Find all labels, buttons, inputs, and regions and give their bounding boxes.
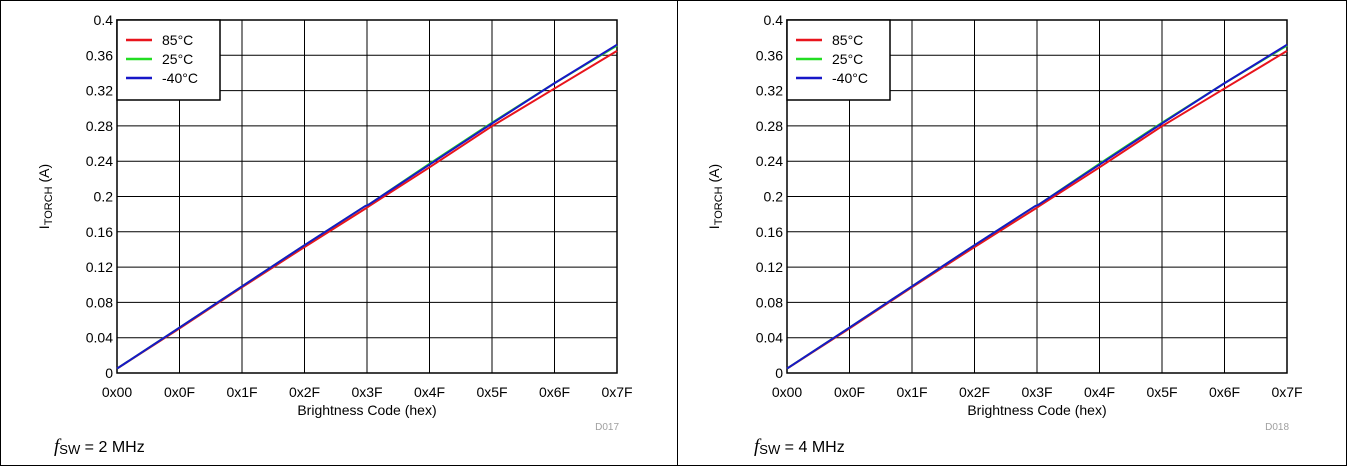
y-tick-label: 0.36 bbox=[756, 47, 783, 63]
caption-symbol: f bbox=[754, 436, 760, 457]
y-tick-label: 0.12 bbox=[86, 259, 113, 275]
legend-label: -40°C bbox=[162, 70, 198, 86]
x-tick-label: 0x4F bbox=[1084, 384, 1115, 400]
x-tick-label: 0x3F bbox=[351, 384, 382, 400]
x-tick-label: 0x0F bbox=[164, 384, 195, 400]
caption-left: fSW = 2 MHz bbox=[54, 436, 145, 458]
chart-panel-right: 0 0.04 0.08 0.12 0.16 0.2 0.24 0.28 0.32 0.36 0.4 0… bbox=[670, 0, 1346, 466]
chart-right: 0 0.04 0.08 0.12 0.16 0.2 0.24 0.28 0.32 0.36 0.4 0… bbox=[706, 12, 1303, 433]
x-tick-label: 0x00 bbox=[102, 384, 133, 400]
y-tick-label: 0.04 bbox=[86, 330, 113, 346]
figure-id: D018 bbox=[1265, 422, 1289, 433]
y-tick-label: 0.08 bbox=[86, 294, 113, 310]
y-tick-label: 0.24 bbox=[756, 153, 783, 169]
y-tick-label: 0.16 bbox=[756, 224, 783, 240]
y-axis-title-subscript: TORCH bbox=[43, 186, 55, 225]
y-axis-title-unit: (A) bbox=[706, 164, 722, 187]
y-tick-label: 0.28 bbox=[86, 118, 113, 134]
y-axis-title-unit: (A) bbox=[36, 164, 52, 187]
y-tick-label: 0.32 bbox=[86, 83, 113, 99]
caption-subscript: SW bbox=[759, 442, 781, 457]
y-tick-label: 0.4 bbox=[94, 12, 114, 28]
legend-label: -40°C bbox=[832, 70, 868, 86]
series-line-2 bbox=[116, 43, 618, 370]
chart-left: 0 0.04 0.08 0.12 0.16 0.2 0.24 0.28 0.32 0.36 0.4 0… bbox=[36, 12, 633, 433]
x-tick-label: 0x2F bbox=[959, 384, 990, 400]
legend-label: 25°C bbox=[162, 51, 193, 67]
caption-symbol: f bbox=[54, 436, 60, 457]
y-axis-title-main: I bbox=[36, 225, 52, 229]
chart-panel-left: 0 0.04 0.08 0.12 0.16 0.2 0.24 0.28 0.32 0.36 0.4 0… bbox=[36, 12, 633, 458]
x-axis-title: Brightness Code (hex) bbox=[297, 402, 436, 418]
y-tick-label: 0.16 bbox=[86, 224, 113, 240]
caption-right: fSW = 4 MHz bbox=[754, 436, 845, 458]
series-line-2 bbox=[786, 43, 1288, 370]
plot-area-border bbox=[786, 19, 1288, 374]
x-tick-label: 0x6F bbox=[1209, 384, 1240, 400]
panel-divider bbox=[677, 0, 678, 466]
legend-label: 85°C bbox=[162, 32, 193, 48]
x-tick-label: 0x5F bbox=[1146, 384, 1177, 400]
y-axis-title: ITORCH (A) bbox=[36, 164, 55, 229]
x-tick-label: 0x7F bbox=[1271, 384, 1302, 400]
figure-id: D017 bbox=[595, 422, 619, 433]
x-tick-label: 0x4F bbox=[414, 384, 445, 400]
y-tick-label: 0.28 bbox=[756, 118, 783, 134]
x-tick-label: 0x2F bbox=[289, 384, 320, 400]
x-tick-label: 0x6F bbox=[539, 384, 570, 400]
legend-label: 85°C bbox=[832, 32, 863, 48]
y-tick-label: 0.36 bbox=[86, 47, 113, 63]
y-tick-label: 0.08 bbox=[756, 294, 783, 310]
plot-area-border bbox=[116, 19, 618, 374]
y-tick-label: 0.2 bbox=[94, 189, 114, 205]
y-axis-title: ITORCH (A) bbox=[706, 164, 725, 229]
x-tick-label: 0x1F bbox=[896, 384, 927, 400]
y-tick-label: 0.24 bbox=[86, 153, 113, 169]
y-tick-label: 0.32 bbox=[756, 83, 783, 99]
x-axis-title: Brightness Code (hex) bbox=[967, 402, 1106, 418]
y-axis-title-subscript: TORCH bbox=[713, 186, 725, 225]
y-axis-title-main: I bbox=[706, 225, 722, 229]
y-tick-label: 0 bbox=[775, 365, 783, 381]
x-tick-label: 0x0F bbox=[834, 384, 865, 400]
x-tick-label: 0x7F bbox=[601, 384, 632, 400]
x-tick-label: 0x3F bbox=[1021, 384, 1052, 400]
caption-subscript: SW bbox=[59, 442, 81, 457]
y-tick-label: 0.2 bbox=[764, 189, 784, 205]
legend-label: 25°C bbox=[832, 51, 863, 67]
caption-value: = 4 MHz bbox=[780, 439, 845, 456]
x-tick-label: 0x00 bbox=[772, 384, 803, 400]
x-tick-label: 0x5F bbox=[476, 384, 507, 400]
y-tick-label: 0.12 bbox=[756, 259, 783, 275]
caption-value: = 2 MHz bbox=[80, 439, 145, 456]
y-tick-label: 0.04 bbox=[756, 330, 783, 346]
x-tick-label: 0x1F bbox=[226, 384, 257, 400]
y-tick-label: 0.4 bbox=[764, 12, 784, 28]
y-tick-label: 0 bbox=[105, 365, 113, 381]
